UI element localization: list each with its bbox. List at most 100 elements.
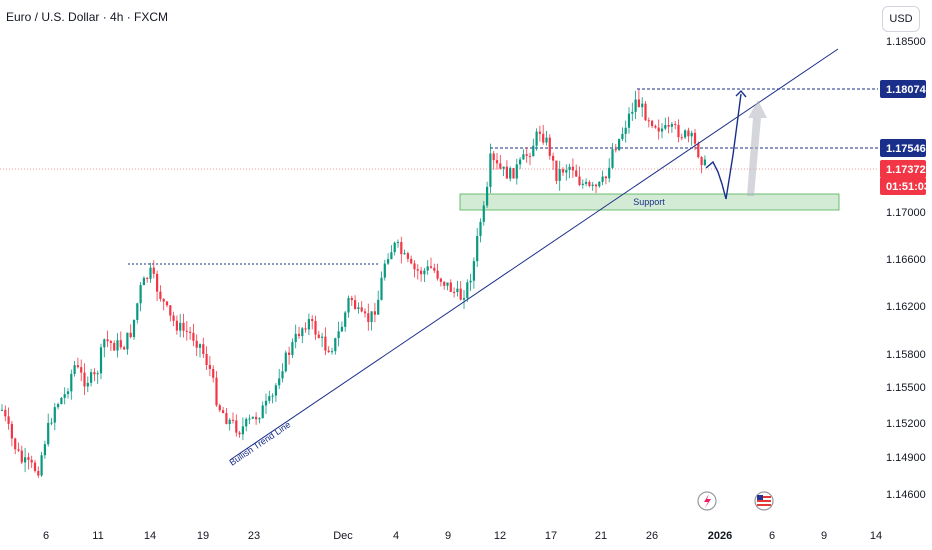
candle — [525, 147, 528, 163]
candle — [489, 143, 492, 194]
candle — [225, 407, 228, 425]
candle — [189, 326, 192, 340]
candle — [614, 143, 617, 153]
candle — [14, 437, 17, 455]
candle — [548, 134, 551, 160]
candle — [90, 368, 93, 387]
candle — [172, 311, 175, 327]
candle — [297, 326, 301, 339]
candle — [208, 356, 211, 377]
candle — [558, 160, 561, 191]
candle — [479, 218, 482, 243]
candle — [116, 333, 119, 358]
time-tick: 11 — [92, 530, 103, 542]
candle — [235, 414, 238, 437]
candle — [278, 368, 281, 390]
candle — [136, 302, 139, 324]
candle — [24, 447, 27, 473]
candle — [370, 311, 373, 331]
candle — [327, 346, 330, 353]
candle — [27, 452, 30, 470]
time-tick: 21 — [595, 530, 607, 542]
candle — [17, 442, 20, 453]
time-tick: 23 — [248, 530, 260, 542]
candle — [123, 345, 126, 350]
candle — [519, 156, 522, 170]
candle — [621, 127, 624, 142]
candle — [581, 179, 584, 189]
candle — [106, 330, 109, 348]
currency-button[interactable]: USD — [882, 6, 920, 32]
candle — [565, 164, 568, 181]
candle — [159, 285, 162, 302]
candle — [390, 245, 393, 260]
candle — [139, 282, 142, 312]
svg-text:1.17546: 1.17546 — [886, 143, 926, 155]
forecast-arrow-icon — [747, 100, 767, 196]
time-tick: 26 — [646, 530, 658, 542]
candle — [294, 324, 297, 349]
candle — [317, 330, 320, 339]
candle — [360, 301, 363, 313]
time-tick: 17 — [545, 530, 557, 542]
candle — [129, 324, 132, 339]
bullish-trend-line[interactable] — [229, 48, 839, 461]
candle — [238, 430, 241, 438]
time-tick: 6 — [43, 530, 49, 542]
candle — [344, 310, 347, 332]
price-tick: 1.16200 — [886, 301, 926, 313]
candle — [631, 102, 634, 121]
candle — [472, 257, 475, 289]
candle — [677, 119, 680, 143]
candle — [162, 298, 165, 311]
time-tick: 4 — [393, 530, 399, 542]
candle — [690, 130, 693, 146]
candle — [198, 343, 202, 358]
candle — [512, 167, 515, 179]
price-axis[interactable]: 1.18500 1.17000 1.16600 1.16200 1.15800 1.155… — [886, 36, 926, 501]
candle — [57, 402, 60, 410]
candle — [413, 260, 416, 278]
time-tick: 19 — [197, 530, 209, 542]
candle — [618, 138, 621, 152]
candle — [268, 390, 271, 404]
candle — [641, 97, 644, 118]
candle — [307, 313, 310, 336]
candle — [99, 343, 103, 380]
candle — [703, 155, 706, 167]
candle — [258, 417, 261, 424]
price-tick: 1.15800 — [886, 349, 926, 361]
candle — [575, 164, 578, 177]
candle — [604, 175, 607, 185]
candle — [66, 388, 70, 399]
candle — [667, 116, 670, 134]
candle — [466, 279, 469, 302]
candle — [334, 337, 337, 355]
svg-text:1.17372: 1.17372 — [886, 164, 926, 176]
projection-path — [705, 93, 742, 200]
price-tick: 1.17000 — [886, 207, 926, 219]
candle — [410, 255, 413, 265]
candle — [654, 124, 657, 129]
candle — [7, 407, 10, 430]
candle — [63, 387, 66, 405]
candle — [288, 346, 291, 365]
candle — [561, 167, 565, 176]
candle — [103, 338, 106, 358]
svg-text:01:51:03: 01:51:03 — [886, 181, 930, 193]
time-tick: 9 — [821, 530, 827, 542]
time-axis[interactable]: 6 11 14 19 23 Dec 4 9 12 17 21 26 2026 6 9 14 — [43, 530, 882, 542]
candle — [647, 117, 650, 128]
candle — [505, 160, 508, 179]
candle — [568, 163, 571, 179]
candle — [179, 313, 182, 338]
candle — [156, 270, 159, 301]
candle — [449, 279, 452, 293]
candle — [96, 370, 99, 384]
candle — [350, 295, 353, 306]
support-zone[interactable] — [459, 193, 840, 211]
time-tick: Dec — [333, 530, 353, 542]
candle — [462, 290, 466, 309]
candle — [528, 152, 532, 166]
